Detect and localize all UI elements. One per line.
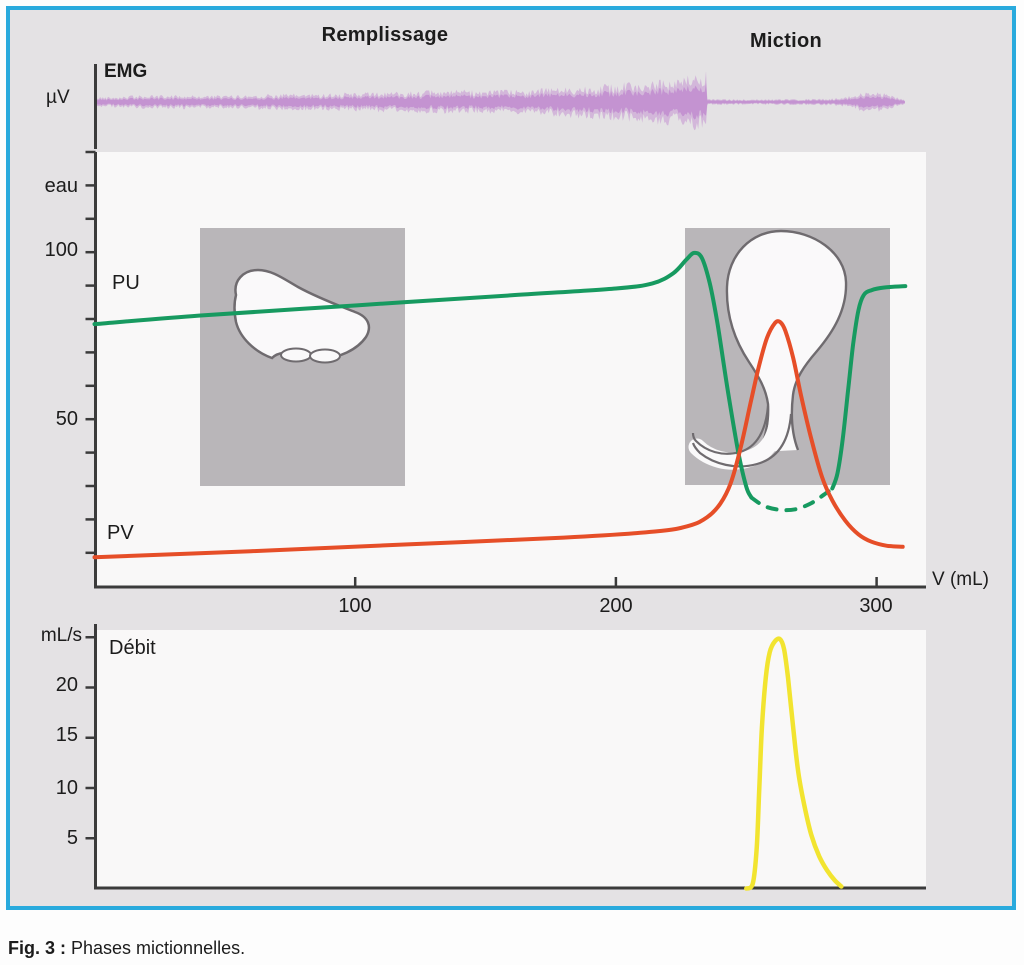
flow-tick-label-20: 20 — [55, 674, 78, 696]
axes — [94, 64, 926, 890]
bladder-illustration-filling — [233, 268, 371, 364]
flow-tick-label-5: 5 — [66, 827, 78, 849]
emg-label: EMG — [104, 61, 148, 82]
pressure-curves — [92, 250, 908, 560]
x-tick-label-200: 200 — [599, 595, 633, 617]
x-tick-label-100: 100 — [338, 595, 372, 617]
caption-text: Phases mictionnelles. — [71, 938, 246, 958]
curve-pu — [92, 250, 754, 500]
flow-y-axis-unit: mL/s — [40, 625, 82, 646]
phase-label-miction: Miction — [749, 30, 823, 52]
caption-number: Fig. 3 : — [8, 938, 66, 958]
bladder-illustration-voiding — [688, 229, 848, 470]
emg-trace — [95, 71, 905, 131]
flow-series-label-debit: Débit — [109, 637, 156, 659]
curve-pu — [830, 284, 908, 491]
series-label-pu: PU — [112, 272, 140, 294]
emg-unit-label: µV — [46, 87, 70, 108]
flow-tick-label-15: 15 — [55, 724, 78, 746]
x-axis-unit-label: V (mL) — [932, 569, 989, 590]
flow-curve — [744, 636, 844, 891]
flow-panel — [96, 630, 926, 888]
phase-label-remplissage: Remplissage — [321, 24, 449, 46]
y-tick-label-100: 100 — [44, 239, 78, 261]
curve-pu — [749, 486, 835, 513]
series-label-pv: PV — [107, 522, 134, 544]
y-tick-label-50: 50 — [55, 408, 78, 430]
curve-débit — [744, 636, 844, 891]
x-tick-label-300: 300 — [859, 595, 893, 617]
figure-caption: Fig. 3 : Phases mictionnelles. — [8, 938, 245, 959]
axis-ticks — [85, 150, 878, 840]
y-axis-unit-eau: eau — [44, 175, 78, 197]
urethra-channel — [688, 399, 788, 470]
flow-tick-label-10: 10 — [55, 777, 78, 799]
curve-pv — [92, 319, 905, 560]
